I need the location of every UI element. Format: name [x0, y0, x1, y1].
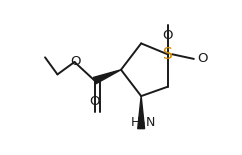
- Text: O: O: [198, 52, 208, 65]
- Text: H$_2$N: H$_2$N: [130, 116, 155, 131]
- Text: O: O: [89, 95, 100, 108]
- Text: O: O: [162, 29, 173, 42]
- Polygon shape: [138, 96, 144, 129]
- Text: S: S: [163, 47, 172, 62]
- Text: O: O: [70, 55, 81, 68]
- Polygon shape: [93, 70, 121, 84]
